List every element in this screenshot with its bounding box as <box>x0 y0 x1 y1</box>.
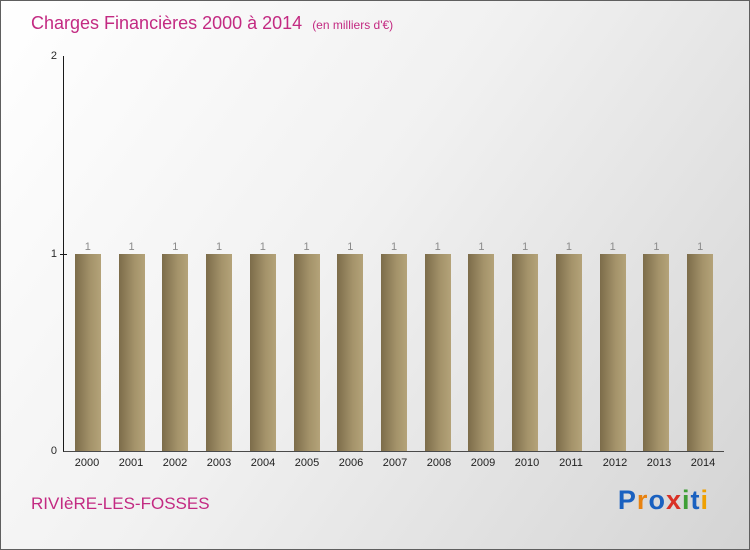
bar-slot: 1 <box>153 56 197 451</box>
bar-slot: 1 <box>635 56 679 451</box>
bar-value-label: 1 <box>172 240 179 253</box>
bar <box>162 253 189 451</box>
bar <box>643 253 670 451</box>
chart-subtitle: (en milliers d'€) <box>312 18 394 32</box>
bar <box>118 253 145 451</box>
bars: 1 1 1 1 1 1 1 1 1 1 1 1 1 1 1 <box>64 56 724 451</box>
logo-letter: x <box>665 485 682 515</box>
proxiti-logo[interactable]: Proxiti <box>618 487 709 514</box>
logo-letter: P <box>617 485 637 515</box>
bar-value-label: 1 <box>609 240 616 253</box>
bar-slot: 1 <box>110 56 154 451</box>
bar-slot: 1 <box>460 56 504 451</box>
x-axis-label: 2008 <box>426 457 452 469</box>
x-axis-label: 2013 <box>646 457 672 469</box>
logo-letter: i <box>681 485 691 515</box>
x-axis-label: 2002 <box>162 457 188 469</box>
bar-value-label: 1 <box>390 240 398 253</box>
bar-value-label: 1 <box>259 240 266 253</box>
y-axis-tick-label: 0 <box>50 445 57 457</box>
bar-slot: 1 <box>372 56 416 451</box>
bar <box>424 253 451 451</box>
x-axis-label: 2005 <box>294 457 320 469</box>
bar <box>468 253 495 451</box>
x-axis-label: 2006 <box>338 457 364 469</box>
bar-slot: 1 <box>285 56 329 451</box>
bar-slot: 1 <box>66 56 110 451</box>
bar <box>381 253 407 451</box>
bar-slot: 1 <box>591 56 635 451</box>
logo-letter: i <box>700 485 709 515</box>
y-axis-tick-label: 2 <box>50 50 57 62</box>
bar-value-label: 1 <box>128 240 135 253</box>
x-axis-label: 2004 <box>250 457 276 469</box>
logo-letter: r <box>636 485 649 515</box>
bar-value-label: 1 <box>522 240 529 253</box>
bar-value-label: 1 <box>478 240 485 253</box>
bar-slot: 1 <box>328 56 372 451</box>
x-axis-label: 2001 <box>118 457 144 469</box>
bar-value-label: 1 <box>347 240 354 253</box>
bar-value-label: 1 <box>84 240 91 253</box>
x-axis-label: 2014 <box>690 457 716 469</box>
bar <box>337 253 364 451</box>
y-axis-tick-mark <box>60 253 67 255</box>
bar <box>249 253 276 451</box>
bar-slot: 1 <box>547 56 591 451</box>
bar-value-label: 1 <box>303 240 310 253</box>
x-axis-labels: 2000 2001 2002 2003 2004 2005 2006 2007 2008 2009… <box>63 457 727 469</box>
bar-value-label: 1 <box>216 240 223 253</box>
bar <box>599 253 626 451</box>
bar-value-label: 1 <box>565 240 572 253</box>
commune-name: RIVIèRE-LES-FOSSES <box>31 494 210 513</box>
bar <box>687 253 714 451</box>
x-axis-label: 2009 <box>470 457 496 469</box>
bar-slot: 1 <box>678 56 722 451</box>
x-axis-label: 2000 <box>74 457 100 469</box>
bar-slot: 1 <box>241 56 285 451</box>
bar <box>206 253 233 451</box>
bar-value-label: 1 <box>653 240 660 253</box>
x-axis-label: 2003 <box>206 457 232 469</box>
bar-value-label: 1 <box>434 240 441 253</box>
plot-area: 1 1 1 1 1 1 1 1 1 1 1 1 1 1 1 0 1 2 <box>51 50 724 457</box>
bar <box>74 253 101 451</box>
bar <box>512 253 539 451</box>
chart-title: Charges Financières 2000 à 2014 <box>31 13 303 33</box>
bar <box>293 253 320 451</box>
bar <box>555 253 582 451</box>
x-axis-label: 2012 <box>602 457 628 469</box>
x-axis-label: 2011 <box>559 457 583 469</box>
x-axis-label: 2007 <box>382 457 408 469</box>
logo-letter: o <box>648 485 666 515</box>
bar-slot: 1 <box>197 56 241 451</box>
bar-slot: 1 <box>416 56 460 451</box>
x-axis-label: 2010 <box>514 457 540 469</box>
bar-slot: 1 <box>503 56 547 451</box>
logo-letter: t <box>690 485 701 515</box>
chart-header: Charges Financières 2000 à 2014 (en mill… <box>31 13 393 34</box>
y-axis-tick-label: 1 <box>50 247 57 260</box>
bar-value-label: 1 <box>697 240 704 253</box>
